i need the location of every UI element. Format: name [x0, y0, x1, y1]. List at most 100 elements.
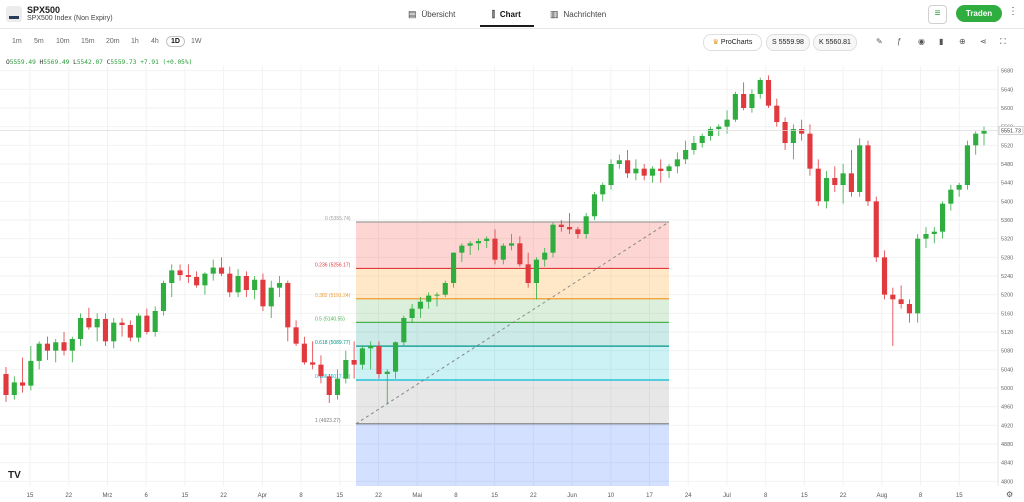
watchlist-button[interactable]: ≡ [928, 5, 947, 24]
candle-body [608, 164, 614, 185]
candle-body [931, 231, 937, 234]
add-icon[interactable]: ⊕ [959, 37, 966, 46]
candle-body [964, 145, 970, 185]
news-icon: ▥ [550, 9, 559, 19]
chart-type-icon[interactable]: ▮ [939, 37, 944, 46]
overview-icon: ▤ [408, 9, 417, 19]
x-tick-label: 22 [220, 493, 227, 499]
candle-body [500, 245, 506, 260]
y-tick-label: 5240 [1001, 274, 1013, 280]
candle-body [575, 229, 581, 234]
candle-body [600, 185, 606, 195]
candle-body [401, 318, 407, 343]
candle-body [61, 342, 67, 351]
candle-body [749, 94, 755, 108]
x-tick-label: 15 [956, 493, 963, 499]
timeframe-10m[interactable]: 10m [56, 38, 70, 45]
fullscreen-icon[interactable]: ⛶ [1000, 37, 1006, 46]
tab-overview[interactable]: ▤ Übersicht [408, 9, 455, 20]
candle-body [119, 322, 125, 325]
y-tick-label: 5200 [1001, 293, 1013, 299]
x-tick-label: 22 [530, 493, 537, 499]
timeframe-1w[interactable]: 1W [191, 38, 202, 45]
x-tick-label: Jul [723, 493, 731, 499]
fib-zone [356, 322, 669, 347]
trade-button[interactable]: Traden [956, 5, 1002, 22]
candle-body [724, 119, 730, 127]
candle-body [948, 189, 954, 204]
candle-body [310, 362, 316, 365]
timeframe-5m[interactable]: 5m [34, 38, 44, 45]
y-tick-label: 5080 [1001, 349, 1013, 355]
y-tick-label: 5040 [1001, 367, 1013, 373]
candle-body [782, 122, 788, 143]
candle-body [368, 346, 374, 349]
timeframe-1h[interactable]: 1h [131, 38, 139, 45]
candle-body [20, 382, 26, 386]
tab-chart[interactable]: ⫿ Chart [492, 9, 521, 20]
timeframe-1d[interactable]: 1D [166, 36, 185, 47]
candle-body [426, 295, 432, 302]
candle-body [906, 304, 912, 314]
instrument-symbol: SPX500 [27, 5, 61, 15]
candle-body [169, 270, 175, 283]
draw-tool-icon[interactable]: ✎ [876, 37, 883, 46]
candle-body [260, 279, 266, 307]
timeframe-20m[interactable]: 20m [106, 38, 120, 45]
x-tick-label: 8 [764, 493, 768, 499]
fib-level-label: 0.382 (5191.24) [315, 293, 351, 299]
candle-body [881, 257, 888, 295]
ohlc-readout: O5559.49 H5569.49 L5542.07 C5559.73 +7.9… [6, 59, 193, 66]
candle-body [459, 245, 465, 253]
candle-body [492, 238, 498, 260]
list-add-icon: ≡ [934, 8, 941, 19]
timeframe-15m[interactable]: 15m [81, 38, 95, 45]
candle-body [542, 252, 548, 260]
fib-zone [356, 346, 669, 381]
buy-price-button[interactable]: K 5560.81 [813, 34, 857, 51]
fib-level-label: 0.5 (5140.55) [315, 316, 345, 322]
candle-body [475, 241, 481, 244]
candle-body [285, 283, 291, 328]
candle-body [44, 343, 51, 351]
timeframe-1m[interactable]: 1m [12, 38, 22, 45]
y-tick-label: 5400 [1001, 199, 1013, 205]
candle-body [94, 318, 100, 328]
candle-body [815, 168, 821, 202]
fib-level-label: 1 (4923.27) [315, 418, 341, 424]
tab-news[interactable]: ▥ Nachrichten [550, 9, 606, 20]
candle-body [376, 346, 382, 374]
active-tab-indicator [480, 25, 534, 27]
more-menu-icon[interactable]: ⋮ [1008, 6, 1018, 17]
indicators-icon[interactable]: ƒ [897, 37, 902, 46]
settings-gear-icon[interactable]: ⚙ [1006, 490, 1014, 499]
candle-body [633, 168, 639, 174]
y-tick-label: 5440 [1001, 181, 1013, 187]
candle-body [591, 194, 598, 217]
timeframe-4h[interactable]: 4h [151, 38, 159, 45]
prochart-button[interactable]: ♛ ProCharts [703, 34, 762, 51]
ohlc-change: +7.91 (+0.05%) [140, 59, 193, 66]
y-tick-label: 5640 [1001, 87, 1013, 93]
candle-body [442, 283, 448, 295]
candle-body [11, 382, 17, 395]
candle-body [69, 339, 75, 351]
candle-body [865, 145, 871, 202]
tab-overview-label: Übersicht [421, 10, 456, 19]
candle-body [293, 327, 299, 344]
candle-body [243, 276, 249, 290]
x-tick-label: 22 [65, 493, 72, 499]
candle-body [417, 301, 423, 309]
candle-body [434, 294, 440, 296]
candle-body [102, 318, 109, 342]
candle-body [898, 299, 904, 304]
candle-body [674, 159, 680, 167]
instrument-subtitle: SPX500 Index (Non Expiry) [27, 15, 113, 22]
candle-body [915, 238, 921, 314]
sell-price-button[interactable]: S 5559.98 [766, 34, 810, 51]
candle-body [152, 311, 158, 332]
alert-icon[interactable]: ◉ [918, 37, 925, 46]
tab-news-label: Nachrichten [563, 10, 607, 19]
share-icon[interactable]: ⋖ [980, 37, 987, 46]
